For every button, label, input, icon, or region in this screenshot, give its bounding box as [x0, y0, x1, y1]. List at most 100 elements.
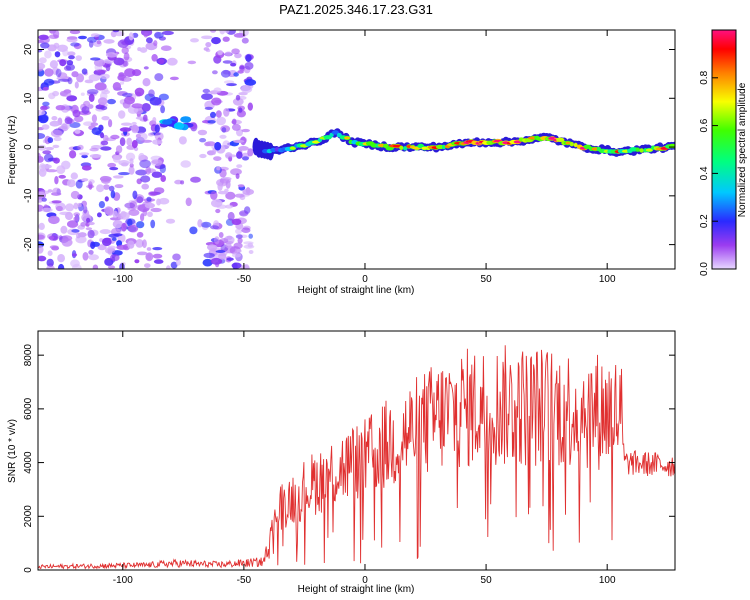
noise-blob	[232, 97, 244, 106]
noise-blob	[77, 202, 82, 208]
noise-blob	[207, 120, 216, 124]
noise-blob	[113, 57, 125, 66]
noise-blob	[237, 237, 243, 244]
noise-blob	[144, 202, 155, 209]
noise-blob	[118, 72, 125, 77]
noise-blob	[64, 105, 77, 111]
noise-blob	[234, 193, 245, 198]
noise-blob	[180, 160, 191, 168]
noise-blob	[55, 105, 66, 111]
noise-blob	[101, 116, 110, 121]
noise-blob	[44, 68, 54, 77]
noise-blob	[122, 92, 133, 98]
noise-blob	[132, 190, 138, 200]
noise-blob	[235, 173, 240, 180]
noise-blob	[86, 217, 91, 223]
noise-blob	[75, 180, 83, 189]
noise-blob	[82, 251, 89, 261]
noise-blob	[135, 169, 148, 176]
noise-blob	[247, 148, 254, 157]
signal-blob	[323, 135, 332, 140]
noise-blob	[131, 121, 137, 126]
noise-blob	[90, 33, 100, 38]
noise-blob	[154, 132, 164, 141]
noise-blob	[143, 114, 148, 122]
noise-blob	[43, 78, 55, 86]
noise-blob	[118, 110, 126, 119]
noise-blob	[60, 225, 68, 234]
noise-blob	[104, 206, 114, 215]
noise-blob	[143, 32, 148, 38]
spectrogram-signal-track	[159, 116, 675, 161]
noise-blob	[222, 60, 233, 64]
noise-blob	[58, 235, 63, 240]
noise-blob	[112, 155, 121, 163]
noise-blob	[199, 153, 207, 159]
snr-x-tick-label: -50	[237, 575, 252, 586]
noise-blob	[49, 120, 61, 127]
noise-blob	[74, 129, 81, 134]
noise-blob	[72, 109, 81, 118]
noise-blob	[105, 64, 111, 72]
noise-blob	[230, 62, 237, 67]
noise-blob	[218, 232, 224, 238]
noise-blob	[205, 42, 212, 48]
noise-blob	[89, 154, 102, 158]
noise-blob	[97, 97, 108, 106]
noise-blob	[39, 57, 47, 64]
noise-blob	[70, 42, 80, 47]
noise-blob	[152, 117, 157, 124]
noise-blob	[189, 226, 198, 235]
noise-blob	[119, 127, 132, 132]
spectrogram-x-tick-label: 100	[599, 274, 616, 285]
noise-blob	[96, 69, 107, 74]
noise-blob	[88, 40, 94, 48]
noise-blob	[233, 139, 245, 143]
noise-blob	[160, 105, 166, 114]
noise-blob	[112, 175, 124, 179]
colorbar-tick-label: 0.2	[699, 214, 710, 228]
noise-blob	[225, 204, 234, 209]
noise-blob	[231, 262, 242, 269]
noise-blob	[201, 93, 213, 100]
noise-blob	[86, 89, 99, 95]
noise-blob	[165, 218, 176, 224]
noise-blob	[226, 83, 237, 87]
noise-blob	[139, 47, 148, 53]
noise-blob	[199, 138, 207, 143]
noise-blob	[70, 172, 79, 180]
noise-blob	[108, 185, 115, 192]
noise-blob	[240, 264, 250, 269]
noise-blob	[128, 32, 134, 41]
noise-blob	[121, 47, 129, 54]
noise-blob	[67, 220, 79, 228]
noise-blob	[129, 163, 134, 168]
noise-blob	[216, 204, 227, 209]
noise-blob	[55, 205, 63, 212]
noise-blob	[51, 200, 62, 204]
noise-blob	[136, 251, 148, 256]
noise-blob	[110, 254, 120, 262]
noise-blob	[38, 156, 44, 163]
snr-ticks: -100 -50 0 50 100 0 2000 4000 6000 8000	[23, 331, 675, 586]
spectrogram-y-tick-label: 20	[23, 44, 34, 56]
noise-blob	[40, 42, 50, 49]
noise-blob	[120, 122, 133, 126]
noise-blob	[239, 210, 249, 217]
noise-blob	[241, 227, 251, 233]
noise-blob	[87, 221, 95, 226]
noise-blob	[88, 254, 99, 261]
noise-blob	[210, 30, 217, 33]
noise-blob	[119, 81, 125, 85]
colorbar: 0.0 0.2 0.4 0.6 0.8 Normalized spectral ampl…	[699, 29, 748, 276]
noise-blob	[38, 49, 43, 53]
noise-blob	[126, 137, 133, 146]
colorbar-tick-label: 0.6	[699, 118, 710, 132]
noise-blob	[135, 239, 144, 248]
noise-blob	[131, 103, 143, 109]
snr-y-axis-label: SNR (10 * v/v)	[7, 419, 18, 483]
noise-blob	[40, 105, 48, 111]
noise-blob	[80, 92, 85, 96]
noise-blob	[90, 241, 96, 249]
